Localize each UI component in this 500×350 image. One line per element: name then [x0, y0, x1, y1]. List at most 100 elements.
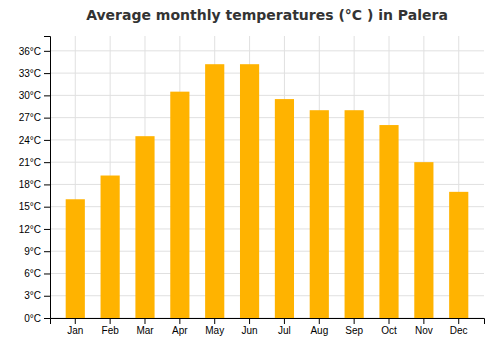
grid-line	[50, 117, 484, 118]
y-tick: 12°C	[19, 224, 50, 235]
x-tick: Sep	[345, 318, 363, 336]
plot: 0°C 3°C 6°C 9°C 12°C 15°C 18°C 21°C 24°C 27°C 30°C…	[19, 36, 485, 336]
y-tick-label: 0°C	[24, 313, 41, 324]
y-tick-label: 30°C	[19, 90, 41, 101]
x-tick-mark	[319, 318, 320, 324]
x-tick: Dec	[450, 318, 468, 336]
title: Average monthly temperatures (°C ) in Pa…	[86, 7, 448, 23]
y-tick-mark	[44, 73, 50, 74]
y-tick: 33°C	[19, 68, 50, 79]
y-tick-mark	[44, 95, 50, 96]
y-tick: 9°C	[24, 246, 50, 257]
y-tick: 24°C	[19, 135, 50, 146]
x-tick-label: Mar	[136, 325, 154, 336]
y-tick: 3°C	[24, 290, 50, 301]
y-tick: 6°C	[24, 268, 50, 279]
bar	[101, 176, 120, 318]
y-tick-mark	[44, 51, 50, 52]
x-tick-mark	[354, 318, 355, 324]
bars	[66, 64, 469, 318]
y-tick-mark	[44, 251, 50, 252]
grid-line	[50, 139, 484, 140]
bar	[170, 92, 189, 318]
x-tick: Nov	[415, 318, 433, 336]
x-tick: May	[205, 318, 224, 336]
bar	[379, 125, 398, 318]
x-tick-mark	[389, 318, 390, 324]
x-tick-label: Apr	[172, 325, 188, 336]
bar	[345, 110, 364, 318]
y-tick-label: 24°C	[19, 135, 41, 146]
y-tick-label: 36°C	[19, 46, 41, 57]
y-axis-line	[44, 37, 51, 319]
x-tick-label: Aug	[310, 325, 328, 336]
y-tick-label: 15°C	[19, 201, 41, 212]
x-tick: Apr	[172, 318, 188, 336]
y-tick-label: 12°C	[19, 224, 41, 235]
grid	[50, 36, 484, 318]
grid-line	[50, 73, 484, 74]
grid-line	[50, 95, 484, 96]
bar	[449, 192, 468, 318]
x-axis: Jan Feb Mar Apr May Jun Jul Aug Sep Oct Nov Dec	[51, 318, 485, 336]
y-tick: 18°C	[19, 179, 50, 190]
x-tick-mark	[110, 318, 111, 324]
x-tick-mark	[75, 318, 76, 324]
y-tick-mark	[44, 273, 50, 274]
chart: 0°C 3°C 6°C 9°C 12°C 15°C 18°C 21°C 24°C 27°C 30°C…	[0, 0, 500, 350]
x-tick: Oct	[381, 318, 397, 336]
x-tick-label: Nov	[415, 325, 433, 336]
x-tick-label: Jul	[278, 325, 291, 336]
y-tick-mark	[44, 318, 50, 319]
x-tick-label: Feb	[102, 325, 120, 336]
x-tick-label: Jan	[67, 325, 83, 336]
y-tick-mark	[44, 229, 50, 230]
x-tick-mark	[179, 318, 180, 324]
x-tick: Jun	[242, 318, 258, 336]
bar	[310, 110, 329, 318]
y-tick-label: 3°C	[24, 290, 41, 301]
y-tick-mark	[44, 296, 50, 297]
x-tick-label: May	[205, 325, 224, 336]
x-tick: Feb	[102, 318, 120, 336]
y-tick-label: 9°C	[24, 246, 41, 257]
bar	[135, 136, 154, 318]
x-tick-mark	[284, 318, 285, 324]
x-tick: Jan	[67, 318, 83, 336]
y-axis: 0°C 3°C 6°C 9°C 12°C 15°C 18°C 21°C 24°C 27°C 30°C…	[19, 37, 51, 324]
y-tick: 15°C	[19, 201, 50, 212]
y-tick: 36°C	[19, 46, 50, 57]
y-tick-mark	[44, 118, 50, 119]
x-tick-mark	[249, 318, 250, 324]
y-tick-mark	[44, 207, 50, 208]
y-tick-label: 33°C	[19, 68, 41, 79]
bar	[414, 162, 433, 318]
y-tick: 30°C	[19, 90, 50, 101]
x-tick-label: Jun	[242, 325, 258, 336]
x-axis-line	[51, 319, 485, 325]
bar	[66, 199, 85, 318]
y-tick-label: 6°C	[24, 268, 41, 279]
x-tick-mark	[458, 318, 459, 324]
x-tick-mark	[214, 318, 215, 324]
bar	[205, 64, 224, 318]
x-tick-label: Dec	[450, 325, 468, 336]
y-tick: 0°C	[24, 313, 50, 324]
y-tick-label: 18°C	[19, 179, 41, 190]
y-tick-label: 21°C	[19, 157, 41, 168]
y-tick-mark	[44, 140, 50, 141]
bar	[240, 64, 259, 318]
x-tick: Aug	[310, 318, 328, 336]
bar	[275, 99, 294, 318]
x-tick-label: Sep	[345, 325, 363, 336]
y-tick-mark	[44, 184, 50, 185]
grid-line	[50, 50, 484, 51]
y-tick: 27°C	[19, 112, 50, 123]
x-tick-mark	[144, 318, 145, 324]
y-tick-mark	[44, 162, 50, 163]
y-tick: 21°C	[19, 157, 50, 168]
x-tick: Jul	[278, 318, 291, 336]
x-tick-mark	[423, 318, 424, 324]
x-tick: Mar	[136, 318, 154, 336]
y-tick-label: 27°C	[19, 112, 41, 123]
